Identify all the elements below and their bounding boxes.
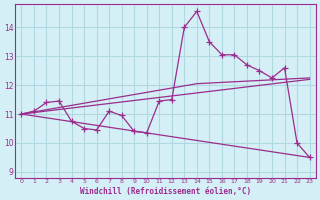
X-axis label: Windchill (Refroidissement éolien,°C): Windchill (Refroidissement éolien,°C) — [80, 187, 251, 196]
